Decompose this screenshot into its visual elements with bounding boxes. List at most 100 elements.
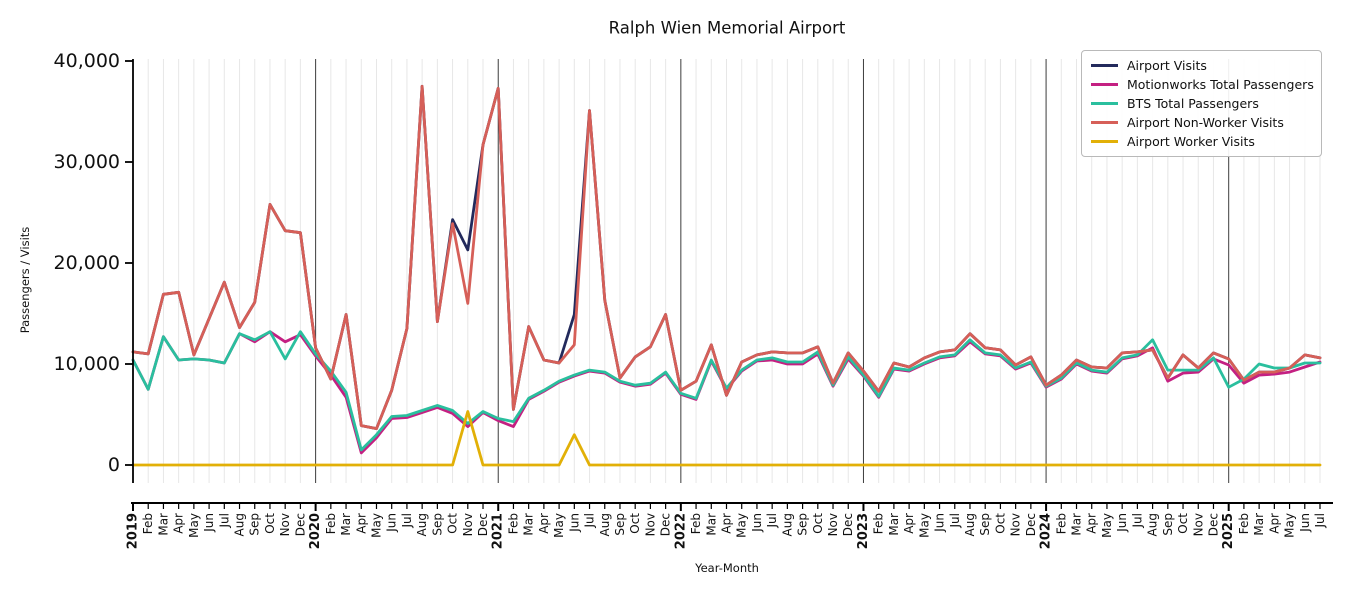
x-tick-label: Jul bbox=[583, 513, 597, 528]
x-tick-label: Jun bbox=[750, 513, 764, 533]
x-tick-label: Jul bbox=[400, 513, 414, 528]
x-tick-label: Sep bbox=[1161, 513, 1175, 536]
x-tick-label: 2024 bbox=[1039, 513, 1054, 549]
legend-line-swatch bbox=[1091, 121, 1118, 124]
x-tick-label: Nov bbox=[278, 513, 292, 536]
legend-label: Motionworks Total Passengers bbox=[1127, 77, 1314, 92]
x-tick-label: Jun bbox=[385, 513, 399, 533]
series-line-airport-non-worker-visits bbox=[131, 84, 1322, 431]
x-tick-label: Feb bbox=[1054, 513, 1068, 534]
y-axis-ticks: 0 10,000 20,000 30,000 40,000 bbox=[54, 50, 133, 476]
x-tick-label: Dec bbox=[659, 513, 673, 536]
x-tick-label: Jul bbox=[217, 513, 231, 528]
x-tick-label: Feb bbox=[1237, 513, 1251, 534]
y-axis-label: Passengers / Visits bbox=[18, 226, 32, 334]
x-tick-label: Dec bbox=[1206, 513, 1220, 536]
x-tick-label: Jul bbox=[1130, 513, 1144, 528]
x-tick-label: Oct bbox=[993, 513, 1007, 534]
series-line-airport-worker-visits bbox=[131, 410, 1322, 467]
legend-label: Airport Visits bbox=[1127, 58, 1207, 73]
x-tick-label: Mar bbox=[704, 513, 718, 536]
y-tick-label: 0 bbox=[108, 454, 120, 476]
x-tick-label: Feb bbox=[506, 513, 520, 534]
x-tick-label: Aug bbox=[963, 513, 977, 536]
x-tick-label: Feb bbox=[324, 513, 338, 534]
x-tick-label: Feb bbox=[872, 513, 886, 534]
x-tick-label: 2023 bbox=[856, 513, 871, 549]
series-line-bts-total-passengers bbox=[131, 330, 1322, 452]
x-tick-label: 2019 bbox=[126, 513, 141, 549]
x-tick-label: May bbox=[1100, 513, 1114, 538]
x-tick-label: Mar bbox=[522, 513, 536, 536]
legend-label: BTS Total Passengers bbox=[1127, 96, 1259, 111]
x-tick-label: May bbox=[552, 513, 566, 538]
x-tick-label: Apr bbox=[172, 513, 186, 534]
x-tick-label: Nov bbox=[826, 513, 840, 536]
x-tick-label: Sep bbox=[248, 513, 262, 536]
x-tick-label: Mar bbox=[339, 513, 353, 536]
legend-line-swatch bbox=[1091, 83, 1118, 86]
x-tick-label: Apr bbox=[902, 513, 916, 534]
x-tick-label: Dec bbox=[1024, 513, 1038, 536]
x-tick-label: Nov bbox=[1009, 513, 1023, 536]
y-tick-label: 10,000 bbox=[54, 353, 120, 375]
x-axis-ticks: 2019 Feb Mar Apr May Jun Jul Aug Sep Oct Nov Dec 202… bbox=[126, 503, 1327, 549]
x-tick-label: Aug bbox=[598, 513, 612, 536]
x-tick-label: May bbox=[917, 513, 931, 538]
x-tick-label: Apr bbox=[354, 513, 368, 534]
x-tick-label: Oct bbox=[628, 513, 642, 534]
x-tick-label: Mar bbox=[1252, 513, 1266, 536]
x-tick-label: Feb bbox=[689, 513, 703, 534]
x-tick-label: Sep bbox=[978, 513, 992, 536]
x-tick-label: 2022 bbox=[673, 513, 688, 549]
x-tick-label: Jul bbox=[948, 513, 962, 528]
x-tick-label: May bbox=[369, 513, 383, 538]
x-tick-label: May bbox=[1283, 513, 1297, 538]
legend-line-swatch bbox=[1091, 64, 1118, 67]
x-tick-label: Jun bbox=[933, 513, 947, 533]
x-tick-label: Oct bbox=[1176, 513, 1190, 534]
x-tick-label: Apr bbox=[537, 513, 551, 534]
legend-item-airport-non-worker-visits: Airport Non-Worker Visits bbox=[1091, 115, 1313, 130]
x-tick-label: Jun bbox=[567, 513, 581, 533]
x-tick-label: Aug bbox=[780, 513, 794, 536]
y-tick-label: 40,000 bbox=[54, 50, 120, 72]
x-tick-label: Dec bbox=[841, 513, 855, 536]
x-tick-label: Apr bbox=[1267, 513, 1281, 534]
x-tick-label: Dec bbox=[476, 513, 490, 536]
x-tick-label: Sep bbox=[613, 513, 627, 536]
x-tick-label: Mar bbox=[887, 513, 901, 536]
legend: Airport Visits Motionworks Total Passenge… bbox=[1081, 50, 1322, 157]
x-tick-label: Sep bbox=[430, 513, 444, 536]
legend-item-bts-total-passengers: BTS Total Passengers bbox=[1091, 96, 1313, 111]
x-tick-label: Jul bbox=[1313, 513, 1327, 528]
chart-title: Ralph Wien Memorial Airport bbox=[608, 18, 846, 38]
x-tick-label: Oct bbox=[446, 513, 460, 534]
x-tick-label: May bbox=[735, 513, 749, 538]
x-tick-label: Jun bbox=[1298, 513, 1312, 533]
x-tick-label: Feb bbox=[141, 513, 155, 534]
y-tick-label: 30,000 bbox=[54, 151, 120, 173]
x-tick-label: Apr bbox=[720, 513, 734, 534]
legend-label: Airport Worker Visits bbox=[1127, 134, 1255, 149]
x-tick-label: Dec bbox=[293, 513, 307, 536]
x-tick-label: Aug bbox=[233, 513, 247, 536]
x-tick-label: Jun bbox=[202, 513, 216, 533]
x-tick-label: Jun bbox=[1115, 513, 1129, 533]
legend-item-airport-worker-visits: Airport Worker Visits bbox=[1091, 134, 1313, 149]
x-tick-label: 2021 bbox=[491, 513, 506, 549]
legend-line-swatch bbox=[1091, 102, 1118, 105]
legend-item-motionworks-total-passengers: Motionworks Total Passengers bbox=[1091, 77, 1314, 92]
legend-item-airport-visits: Airport Visits bbox=[1091, 58, 1313, 73]
x-tick-label: Mar bbox=[1070, 513, 1084, 536]
x-tick-label: Jul bbox=[765, 513, 779, 528]
x-tick-label: 2020 bbox=[308, 513, 323, 549]
x-tick-label: Nov bbox=[1191, 513, 1205, 536]
x-tick-label: Apr bbox=[1085, 513, 1099, 534]
legend-label: Airport Non-Worker Visits bbox=[1127, 115, 1284, 130]
y-tick-label: 20,000 bbox=[54, 252, 120, 274]
x-axis-label: Year-Month bbox=[695, 561, 759, 575]
x-tick-label: 2025 bbox=[1221, 513, 1236, 549]
x-tick-label: Aug bbox=[1146, 513, 1160, 536]
